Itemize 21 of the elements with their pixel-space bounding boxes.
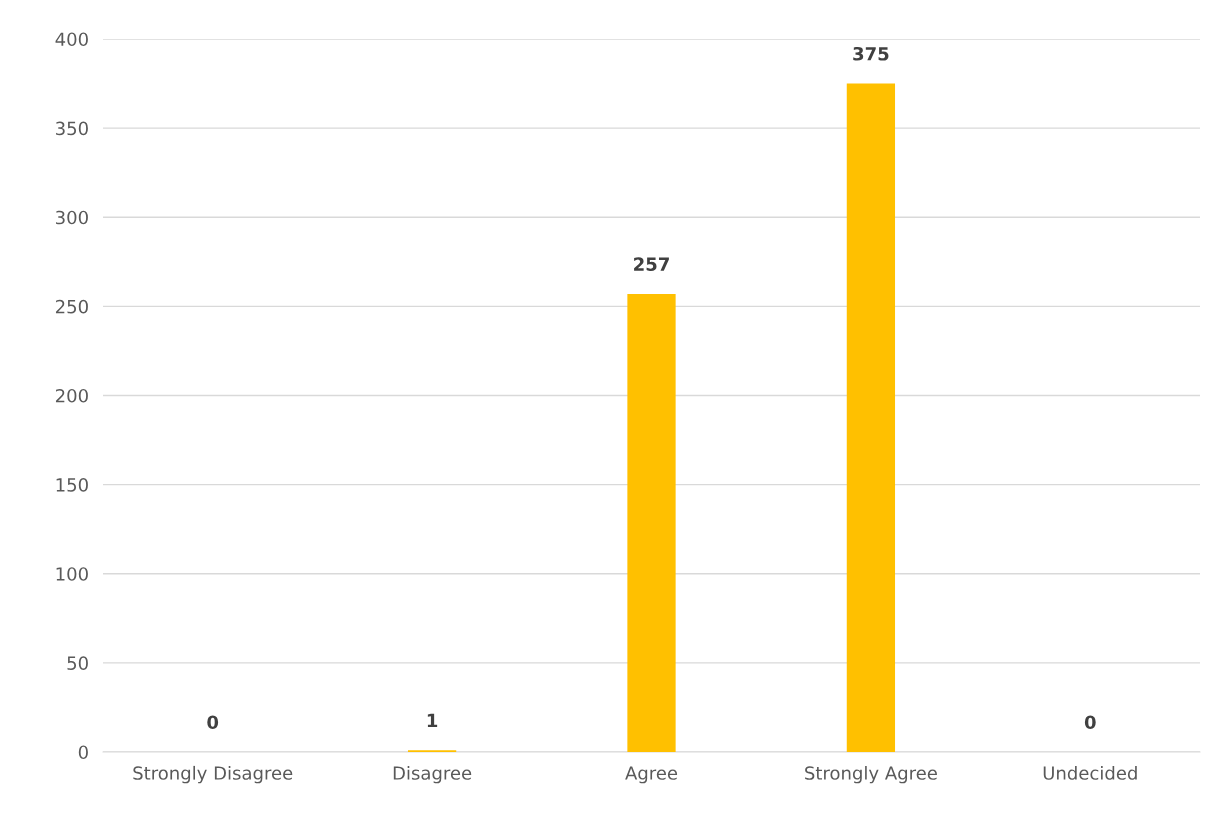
x-tick-label: Strongly Agree (805, 765, 937, 784)
data-label: 375 (853, 46, 889, 61)
x-tick-label: Disagree (393, 765, 472, 784)
x-tick-label: Undecided (1043, 765, 1137, 780)
y-tick-label: 50 (67, 656, 88, 670)
data-label: 0 (207, 715, 219, 730)
x-tick-label: Strongly Disagree (133, 765, 293, 784)
bar (627, 293, 676, 752)
y-tick-label: 400 (55, 32, 88, 47)
data-label: 257 (634, 257, 669, 271)
bar (846, 83, 896, 752)
y-tick-label: 250 (55, 299, 88, 314)
y-tick-label: 150 (56, 478, 88, 492)
y-tick-label: 300 (56, 210, 88, 225)
y-tick-label: 100 (56, 567, 88, 581)
x-tick-label: Agree (625, 766, 678, 784)
y-tick-label: 0 (78, 745, 88, 760)
data-label: 0 (1084, 715, 1096, 730)
data-label: 1 (427, 713, 438, 728)
y-tick-label: 350 (56, 121, 88, 136)
y-tick-label: 200 (55, 388, 88, 403)
